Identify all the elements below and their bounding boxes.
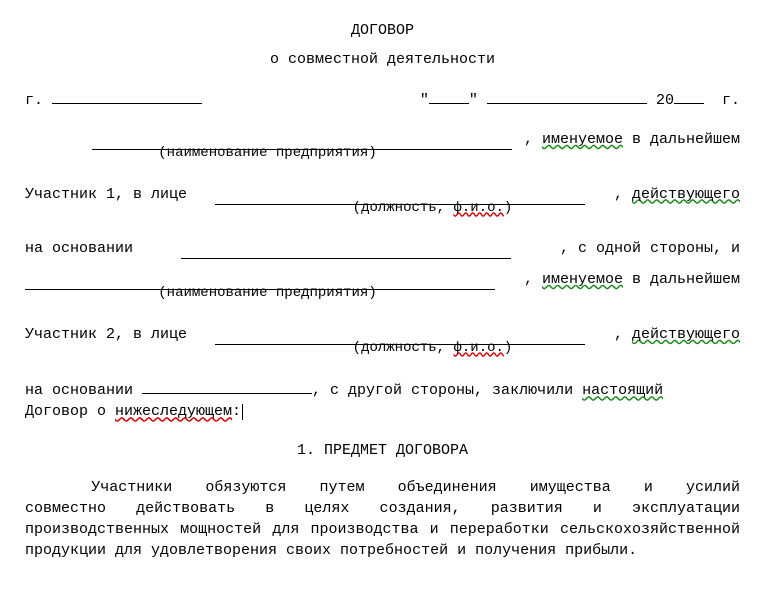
date-day-blank[interactable]: [429, 88, 469, 104]
named-word-1: именуемое: [542, 131, 623, 148]
date-quote-open: ": [420, 92, 429, 109]
present-word: настоящий: [582, 382, 663, 399]
acting-word-1: действующего: [632, 186, 740, 203]
basis2-row: на основании , с другой стороны, заключи…: [25, 378, 740, 401]
acting1: , действующего: [614, 184, 740, 205]
date-year-suffix: г.: [722, 92, 740, 109]
conclude-row: Договор о нижеследующем:: [25, 401, 740, 422]
basis2-label: на основании: [25, 382, 142, 399]
section-1-paragraph: Участники обязуются путем объединения им…: [25, 477, 740, 561]
doc-title-1: ДОГОВОР: [25, 20, 740, 41]
date-year-blank[interactable]: [674, 88, 704, 104]
named-word-2: именуемое: [542, 271, 623, 288]
basis2-tail: , с другой стороны, заключили: [312, 382, 582, 399]
city-date-row: г. " " 20 г.: [25, 88, 740, 111]
org1-row: , именуемое в дальнейшем: [25, 129, 740, 150]
acting-word-2: действующего: [632, 326, 740, 343]
basis2-blank[interactable]: [142, 378, 312, 394]
acting2: , действующего: [614, 324, 740, 345]
fio-1: ф.и.о.: [454, 200, 504, 216]
participant2-label: Участник 2, в лице: [25, 324, 187, 345]
doc-title-2: о совместной деятельности: [25, 49, 740, 70]
basis1-row: на основании , с одной стороны, и: [25, 238, 740, 259]
city-blank[interactable]: [52, 88, 202, 104]
date-year-prefix: 20: [656, 92, 674, 109]
date-part: " " 20 г.: [420, 88, 740, 111]
basis1-label: на основании: [25, 238, 133, 259]
org2-named: , именуемое в дальнейшем: [524, 269, 740, 290]
conclude-word: нижеследующем: [115, 403, 232, 420]
basis1-tail: , с одной стороны, и: [560, 238, 740, 259]
date-month-blank[interactable]: [487, 88, 647, 104]
participant1-label: Участник 1, в лице: [25, 184, 187, 205]
section-1-title: 1. ПРЕДМЕТ ДОГОВОРА: [25, 440, 740, 461]
basis1-blank[interactable]: [181, 243, 511, 259]
org2-row: , именуемое в дальнейшем: [25, 269, 740, 290]
city-part: г.: [25, 88, 202, 111]
city-prefix: г.: [25, 92, 43, 109]
org1-named: , именуемое в дальнейшем: [524, 129, 740, 150]
text-cursor: [242, 404, 243, 421]
date-quote-close: ": [469, 92, 478, 109]
fio-2: ф.и.о.: [454, 340, 504, 356]
